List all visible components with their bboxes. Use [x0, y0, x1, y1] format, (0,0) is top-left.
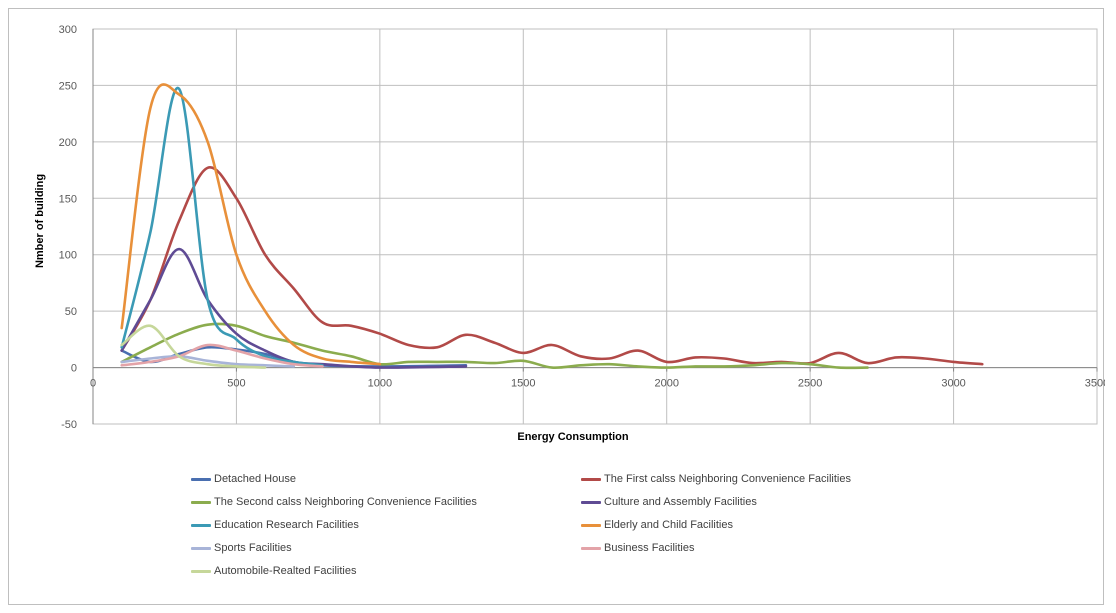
- legend-swatch: [581, 500, 601, 504]
- legend-item: Sports Facilities: [191, 540, 581, 556]
- x-tick-label: 2000: [654, 378, 678, 390]
- series-line-4: [120, 247, 468, 369]
- legend-item: Culture and Assembly Facilities: [581, 494, 971, 510]
- legend: Detached House The First calss Neighborin…: [191, 471, 1031, 579]
- x-tick-label: 500: [227, 378, 245, 390]
- legend-item: Business Facilities: [581, 540, 971, 556]
- series-line-7: [120, 354, 296, 368]
- y-tick-label: 250: [59, 80, 77, 92]
- legend-swatch: [191, 523, 211, 527]
- legend-swatch: [191, 500, 211, 504]
- y-tick-label: -50: [61, 419, 77, 431]
- y-axis-title: Nmber of building: [34, 174, 46, 268]
- legend-swatch: [191, 569, 211, 573]
- legend-label: Automobile-Realted Facilities: [214, 565, 357, 577]
- y-tick-label: 100: [59, 250, 77, 262]
- legend-label: Education Research Facilities: [214, 519, 359, 531]
- legend-swatch: [581, 523, 601, 527]
- series-line-6: [120, 83, 382, 366]
- legend-label: Detached House: [214, 473, 296, 485]
- series-line-8: [120, 343, 324, 368]
- legend-label: Elderly and Child Facilities: [604, 519, 733, 531]
- legend-swatch: [191, 477, 211, 481]
- x-tick-label: 3500: [1085, 378, 1105, 390]
- x-tick-label: 1000: [368, 378, 392, 390]
- x-tick-label: 3000: [941, 378, 965, 390]
- legend-item: The First calss Neighboring Convenience …: [581, 471, 971, 487]
- legend-item: The Second calss Neighboring Convenience…: [191, 494, 581, 510]
- legend-swatch: [191, 546, 211, 550]
- x-tick-label: 2500: [798, 378, 822, 390]
- y-tick-label: 300: [59, 24, 77, 36]
- series-line-2: [120, 166, 984, 366]
- legend-item: Automobile-Realted Facilities: [191, 563, 581, 579]
- series-line-9: [120, 324, 267, 369]
- x-tick-label: 1500: [511, 378, 535, 390]
- legend-item: Elderly and Child Facilities: [581, 517, 971, 533]
- legend-label: The First calss Neighboring Convenience …: [604, 473, 851, 485]
- x-tick-label: 0: [90, 378, 96, 390]
- y-tick-label: 200: [59, 137, 77, 149]
- y-tick-label: 0: [71, 363, 77, 375]
- legend-label: The Second calss Neighboring Convenience…: [214, 496, 477, 508]
- chart-area: -50 0 50 100 150 200 250 300 0 500 1000 1500 2000 250…: [8, 8, 1105, 605]
- series-line-5: [120, 86, 324, 367]
- legend-item: Education Research Facilities: [191, 517, 581, 533]
- y-tick-label: 150: [59, 193, 77, 205]
- legend-swatch: [581, 546, 601, 550]
- legend-swatch: [581, 477, 601, 481]
- legend-item: Detached House: [191, 471, 581, 487]
- x-axis-title: Energy Consumption: [517, 431, 629, 443]
- legend-label: Business Facilities: [604, 542, 695, 554]
- legend-label: Sports Facilities: [214, 542, 292, 554]
- series-line-3: [120, 322, 869, 370]
- legend-label: Culture and Assembly Facilities: [604, 496, 757, 508]
- y-tick-label: 50: [65, 306, 77, 318]
